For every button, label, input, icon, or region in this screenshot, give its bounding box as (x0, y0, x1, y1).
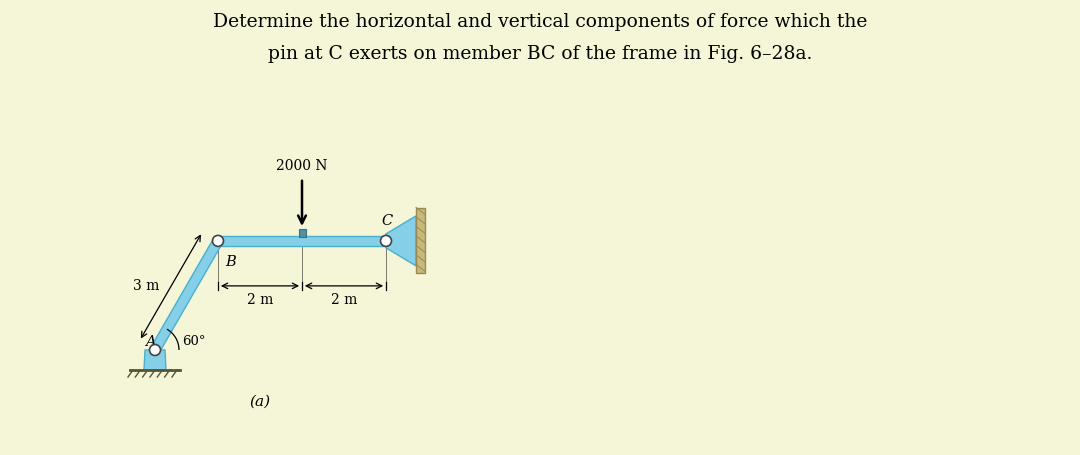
Polygon shape (218, 236, 386, 246)
Polygon shape (151, 238, 222, 353)
Polygon shape (144, 350, 166, 370)
Text: 2000 N: 2000 N (276, 159, 327, 173)
Text: 2 m: 2 m (247, 293, 273, 307)
Circle shape (213, 235, 224, 246)
Text: B: B (225, 255, 235, 269)
Text: A: A (146, 335, 156, 349)
Text: 60°: 60° (183, 335, 205, 348)
Text: 2 m: 2 m (330, 293, 357, 307)
Polygon shape (386, 216, 416, 266)
Circle shape (149, 344, 161, 355)
Text: 3 m: 3 m (133, 279, 159, 293)
Text: C: C (381, 214, 392, 228)
Bar (416, 208, 426, 273)
Text: pin at C exerts on member BC of the frame in Fig. 6–28a.: pin at C exerts on member BC of the fram… (268, 45, 812, 63)
Text: (a): (a) (249, 395, 271, 409)
Bar (298, 229, 306, 237)
Circle shape (380, 235, 392, 246)
Text: Determine the horizontal and vertical components of force which the: Determine the horizontal and vertical co… (213, 13, 867, 31)
